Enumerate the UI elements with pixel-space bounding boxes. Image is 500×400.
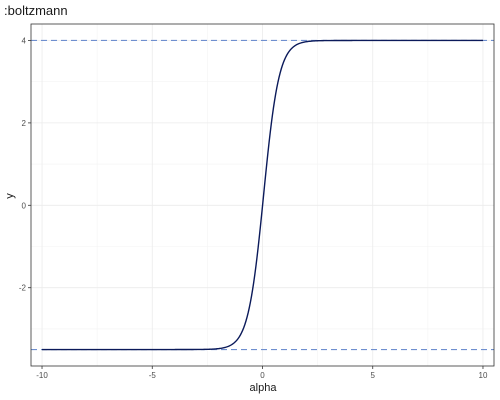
x-axis-title: alpha (250, 382, 278, 394)
y-tick-label: 2 (22, 119, 27, 128)
series-layer (42, 39, 483, 351)
x-tick-label: -5 (149, 371, 157, 380)
x-tick-label: 0 (260, 371, 265, 380)
x-tick-label: 10 (479, 371, 488, 380)
x-tick-label: -10 (36, 371, 48, 380)
y-tick-label: -2 (19, 284, 27, 293)
boltzmann-curve (42, 39, 483, 351)
chart-title: :boltzmann (4, 3, 68, 18)
axis-layer: -10 -5 0 5 10 -2 0 2 4 (19, 23, 495, 380)
x-tick-label: 5 (371, 371, 376, 380)
y-axis-title: y (4, 193, 16, 199)
y-tick-label: 4 (22, 36, 27, 45)
y-tick-label: 0 (22, 201, 27, 210)
grid-layer (31, 24, 494, 366)
